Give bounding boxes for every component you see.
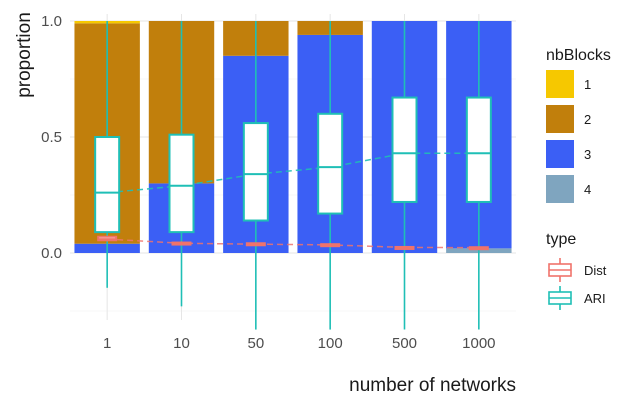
legend-title-type: type — [546, 231, 576, 248]
legend-label-nbblocks-2: 2 — [584, 112, 591, 127]
box-iqr — [391, 96, 418, 203]
legend-key-type-dist — [548, 258, 572, 282]
x-tick-label: 1 — [103, 335, 111, 352]
boxplot-ari-1000 — [465, 21, 492, 330]
y-tick-label: 1.0 — [41, 13, 62, 30]
x-tick-label: 100 — [318, 335, 343, 352]
boxplot-ari-1 — [94, 21, 121, 288]
x-tick-label: 500 — [392, 335, 417, 352]
boxplot-dist-500 — [394, 245, 415, 250]
boxplot-ari-100 — [317, 21, 344, 330]
axes: number of networks proportion 0.0 0.5 1.0 1… — [14, 12, 516, 396]
legend-key-nbblocks-2 — [546, 105, 574, 133]
legend-label-nbblocks-4: 4 — [584, 182, 591, 197]
legend-label-nbblocks-3: 3 — [584, 147, 591, 162]
boxplot-ari-500 — [391, 21, 418, 330]
x-tick-label: 50 — [247, 335, 264, 352]
box-iqr — [317, 112, 344, 215]
box-iqr — [242, 122, 269, 222]
x-tick-label: 10 — [173, 335, 190, 352]
y-axis-title: proportion — [14, 12, 35, 98]
legend-label-nbblocks-1: 1 — [584, 77, 591, 92]
legend-key-nbblocks-4 — [546, 175, 574, 203]
boxplot-dist-50 — [245, 242, 266, 247]
x-tick-label: 1000 — [462, 335, 495, 352]
boxplot-ari-10 — [168, 21, 195, 307]
x-axis-title: number of networks — [349, 375, 516, 396]
legend-title-nbblocks: nbBlocks — [546, 47, 611, 64]
boxplot-ari-50 — [242, 21, 269, 330]
boxplot-dist-10 — [171, 241, 192, 246]
legend-nbblocks: nbBlocks 1 2 3 4 — [546, 47, 611, 203]
legend-key-nbblocks-1 — [546, 70, 574, 98]
median-trend-dist — [107, 238, 479, 249]
box-iqr — [465, 96, 492, 203]
legend-key-type-ari — [548, 286, 572, 310]
box-iqr — [168, 133, 195, 234]
legend-label-type-ari: ARI — [584, 291, 606, 306]
legend-key-nbblocks-3 — [546, 140, 574, 168]
y-tick-label: 0.0 — [41, 245, 62, 262]
boxplots — [94, 21, 492, 330]
legend-label-type-dist: Dist — [584, 263, 607, 278]
box-iqr — [94, 136, 121, 234]
y-tick-label: 0.5 — [41, 129, 62, 146]
legend-type: type Dist ARI — [546, 231, 607, 310]
boxplot-dist-1000 — [468, 246, 489, 251]
boxplot-dist-100 — [320, 243, 341, 248]
boxplot-dist-1 — [97, 235, 118, 242]
